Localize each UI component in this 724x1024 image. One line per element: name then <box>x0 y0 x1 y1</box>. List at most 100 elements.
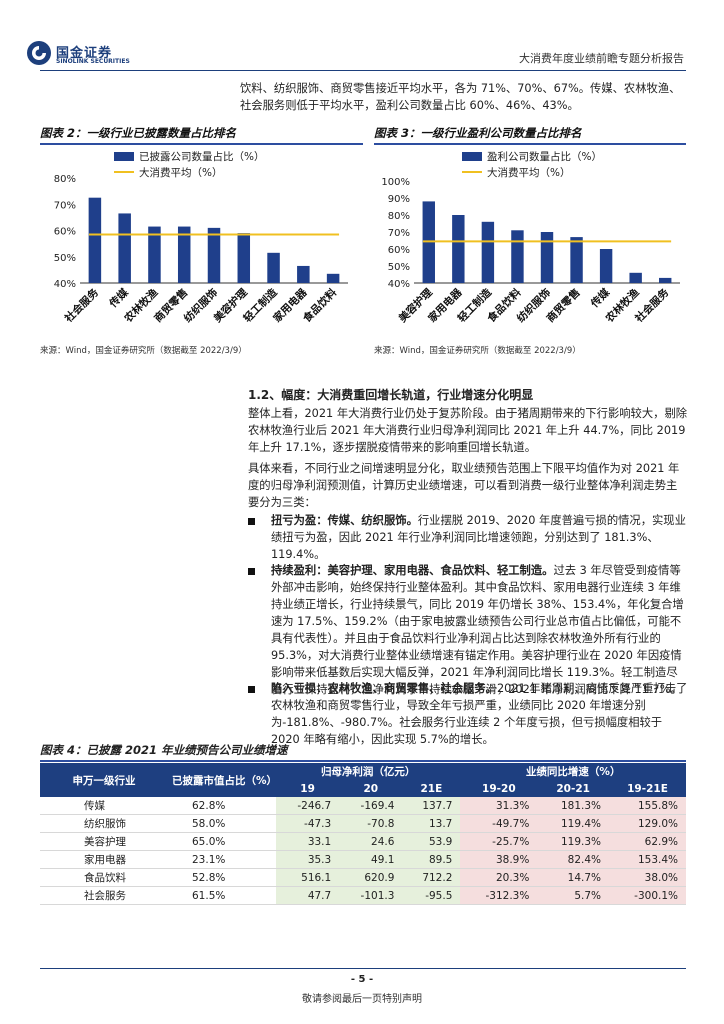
y-tick-label: 70% <box>388 228 410 239</box>
table-cell: 24.6 <box>339 832 403 851</box>
bullet-1-body: 行业摆脱 2019、2020 年度普遍亏损的情况，实现业绩扭亏为盈，因此 202… <box>271 514 686 561</box>
subheader-19-20: 19-20 <box>460 780 538 797</box>
chart-profitable-ratio: 100%90%80%70%60%50%40%美容护理家用电器轻工制造食品饮料纺织… <box>381 150 680 326</box>
subheader-19: 19 <box>276 780 340 797</box>
table-cell: 620.9 <box>339 868 403 887</box>
figure-3-title: 图表 3：一级行业盈利公司数量占比排名 <box>374 123 686 145</box>
y-tick-label: 40% <box>54 279 76 290</box>
table-cell-mktcap: 23.1% <box>168 850 276 869</box>
table-cell: 13.7 <box>402 814 461 833</box>
table-row: 传媒 62.8% -246.7 -169.4 137.7 31.3% 181.3% 155… <box>40 797 686 815</box>
legend-bar-label: 已披露公司数量占比（%） <box>139 150 264 163</box>
y-tick-label: 80% <box>388 211 410 222</box>
bullet-1-head: 扭亏为盈：传媒、纺织服饰。 <box>271 514 418 527</box>
table-cell: 47.7 <box>276 886 340 905</box>
bar <box>177 226 191 283</box>
bullet-3: 陷入亏损：农林牧渔、商贸零售、社会服务。2021 年猪周期、疫情反复严重打击了农… <box>271 680 688 748</box>
bar <box>118 213 131 283</box>
y-tick-label: 60% <box>54 227 76 238</box>
table-cell: -300.1% <box>609 886 686 905</box>
legend-line-label: 大消费平均（%） <box>487 166 570 179</box>
x-tick-label: 传媒 <box>106 286 131 311</box>
subheader-19-21e: 19-21E <box>609 780 686 797</box>
table-cell: 38.9% <box>460 850 538 869</box>
table-cell: 33.1 <box>276 832 340 851</box>
bar <box>452 215 465 283</box>
intro-paragraph: 饮料、纺织服饰、商贸零售接近平均水平，各为 71%、70%、67%。传媒、农林牧… <box>240 82 681 112</box>
bar <box>629 272 642 283</box>
bar <box>237 233 251 283</box>
header-profit: 归母净利润（亿元） <box>276 763 461 780</box>
section-title: 1.2、幅度：大消费重回增长轨道，行业增速分化明显 <box>248 388 534 402</box>
legend-bar-swatch <box>462 152 482 161</box>
table-row: 社会服务 61.5% 47.7 -101.3 -95.5 -312.3% 5.7% -30… <box>40 886 686 905</box>
bar <box>511 230 524 283</box>
figure-3-title-underline <box>374 143 686 145</box>
bullet-3-marker <box>248 686 255 693</box>
table-cell-mktcap: 62.8% <box>168 797 276 815</box>
bullet-3-head: 陷入亏损：农林牧渔、商贸零售、社会服务。 <box>271 682 497 695</box>
legend-bar-swatch <box>114 152 134 161</box>
x-tick-label: 社会服务 <box>61 286 101 326</box>
header-divider <box>40 70 686 71</box>
table-cell: 155.8% <box>609 797 686 815</box>
figure-3-title-text: 图表 3：一级行业盈利公司数量占比排名 <box>374 126 582 140</box>
figure-2-title-underline <box>40 143 363 145</box>
table-cell-industry: 食品饮料 <box>40 868 168 887</box>
bullet-2-head: 持续盈利：美容护理、家用电器、食品饮料、轻工制造。 <box>271 564 554 577</box>
figure-3-source: 来源：Wind，国金证券研究所（数据截至 2022/3/9） <box>374 346 581 356</box>
subheader-20: 20 <box>339 780 403 797</box>
section-paragraph-1: 整体上看，2021 年大消费行业仍处于复苏阶段。由于猪周期带来的下行影响较大，剔… <box>248 407 688 454</box>
bar <box>570 237 583 283</box>
table-cell: 31.3% <box>460 797 538 815</box>
bar <box>148 226 161 283</box>
table-cell-mktcap: 65.0% <box>168 832 276 851</box>
bar <box>481 221 495 283</box>
table-cell: 181.3% <box>537 797 610 815</box>
table-cell: -49.7% <box>460 814 538 833</box>
table-cell: 20.3% <box>460 868 538 887</box>
figure-2-title: 图表 2：一级行业已披露数量占比排名 <box>40 123 363 145</box>
table-cell: 129.0% <box>609 814 686 833</box>
y-tick-label: 100% <box>381 177 410 188</box>
table-cell-mktcap: 52.8% <box>168 868 276 887</box>
table-cell: -47.3 <box>276 814 340 833</box>
table-cell: -101.3 <box>339 886 403 905</box>
table-cell-industry: 美容护理 <box>40 832 168 851</box>
bullet-2-marker <box>248 568 255 575</box>
section-paragraph-2: 具体来看，不同行业之间增速明显分化，取业绩预告范围上下限平均值作为对 2021 … <box>248 462 680 509</box>
bullet-2: 持续盈利：美容护理、家用电器、食品饮料、轻工制造。过去 3 年尽管受到疫情等外部… <box>271 562 688 698</box>
y-tick-label: 80% <box>54 174 76 185</box>
table-cell: 53.9 <box>402 832 461 851</box>
document-title: 大消费年度业绩前瞻专题分析报告 <box>519 52 684 65</box>
performance-table: 申万一级行业 已披露市值占比（%） 归母净利润（亿元） 业绩同比增速（%） 19… <box>40 763 686 905</box>
table-row: 美容护理 65.0% 33.1 24.6 53.9 -25.7% 119.3% 62.9% <box>40 832 686 851</box>
table-cell: 49.1 <box>339 850 403 869</box>
table-cell-industry: 社会服务 <box>40 886 168 905</box>
table-cell-industry: 传媒 <box>40 797 168 815</box>
table-cell: 5.7% <box>537 886 610 905</box>
sinolink-logo-icon <box>27 41 51 65</box>
bar <box>540 232 554 283</box>
bar <box>267 252 280 283</box>
table-cell: 14.7% <box>537 868 610 887</box>
y-tick-label: 70% <box>54 200 76 211</box>
bar <box>297 265 310 283</box>
bullet-1: 扭亏为盈：传媒、纺织服饰。行业摆脱 2019、2020 年度普遍亏损的情况，实现… <box>271 512 688 563</box>
subheader-21e: 21E <box>402 780 461 797</box>
header-industry: 申万一级行业 <box>40 763 168 797</box>
figure-2-title-text: 图表 2：一级行业已披露数量占比排名 <box>40 126 237 140</box>
logo-cn-text: 国金证券 <box>56 46 113 61</box>
y-tick-label: 60% <box>388 245 410 256</box>
logo-en-text: SINOLINK SECURITIES <box>56 58 130 65</box>
table-cell: 516.1 <box>276 868 340 887</box>
bullet-3-body: 2021 年猪周期、疫情反复严重打击了农林牧渔和商贸零售行业，导致全年亏损严重，… <box>271 682 688 746</box>
bullet-2-body: 过去 3 年尽管受到疫情等外部冲击影响，始终保持行业整体盈利。其中食品饮料、家用… <box>271 564 684 696</box>
chart-disclosed-ratio: 80%70%60%50%40%社会服务 传媒农林牧渔商贸零售纺织服饰美容护理轻工制… <box>54 150 348 326</box>
subheader-20-21: 20-21 <box>537 780 610 797</box>
table-title: 图表 4：已披露 2021 年业绩预告公司业绩增速 <box>40 740 686 762</box>
y-tick-label: 50% <box>388 262 410 273</box>
table-cell: -169.4 <box>339 797 403 815</box>
table-row: 食品饮料 52.8% 516.1 620.9 712.2 20.3% 14.7% 38.0… <box>40 868 686 887</box>
page-number: - 5 - <box>350 974 374 985</box>
